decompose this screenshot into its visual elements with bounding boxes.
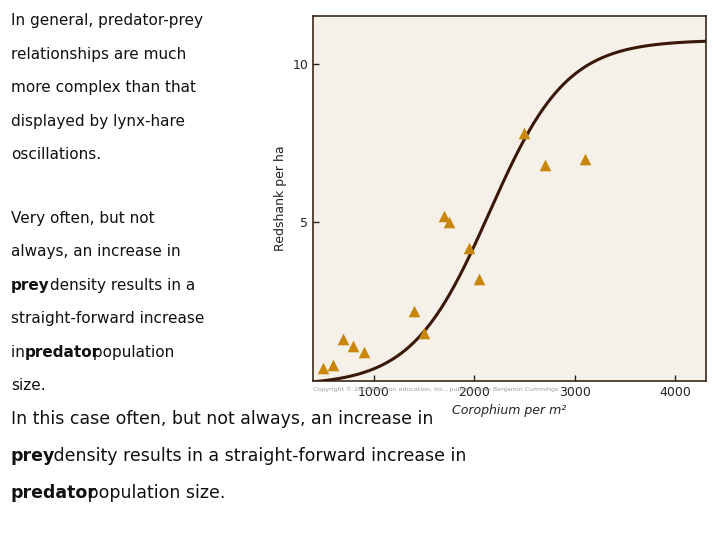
Text: more complex than that: more complex than that bbox=[11, 80, 196, 96]
Text: Very often, but not: Very often, but not bbox=[11, 211, 154, 226]
Text: Copyright © 2000 Pearson education, Inc., publishing as Benjamin Cummings: Copyright © 2000 Pearson education, Inc.… bbox=[313, 386, 559, 391]
Point bbox=[318, 364, 329, 373]
Text: prey: prey bbox=[11, 278, 50, 293]
Text: population size.: population size. bbox=[82, 484, 225, 502]
Text: In this case often, but not always, an increase in: In this case often, but not always, an i… bbox=[11, 410, 433, 428]
Point bbox=[408, 307, 420, 315]
Point bbox=[358, 348, 369, 356]
Point bbox=[474, 275, 485, 284]
Text: straight-forward increase: straight-forward increase bbox=[11, 311, 204, 326]
Point bbox=[348, 341, 359, 350]
Text: predator: predator bbox=[25, 345, 100, 360]
Text: in: in bbox=[11, 345, 30, 360]
Text: displayed by lynx-hare: displayed by lynx-hare bbox=[11, 114, 185, 129]
Text: prey: prey bbox=[11, 447, 55, 465]
Point bbox=[539, 161, 550, 170]
Text: density results in a: density results in a bbox=[45, 278, 196, 293]
Point bbox=[438, 212, 450, 220]
Text: In general, predator-prey: In general, predator-prey bbox=[11, 14, 203, 29]
Point bbox=[418, 329, 430, 338]
X-axis label: Corophium per m²: Corophium per m² bbox=[452, 404, 567, 417]
Point bbox=[338, 335, 349, 344]
Text: always, an increase in: always, an increase in bbox=[11, 244, 181, 259]
Y-axis label: Redshank per ha: Redshank per ha bbox=[274, 146, 287, 251]
Point bbox=[579, 154, 590, 163]
Text: relationships are much: relationships are much bbox=[11, 47, 186, 62]
Point bbox=[518, 129, 530, 138]
Text: oscillations.: oscillations. bbox=[11, 147, 101, 163]
Point bbox=[328, 361, 339, 369]
Text: population: population bbox=[88, 345, 174, 360]
Point bbox=[444, 218, 455, 227]
Text: predator: predator bbox=[11, 484, 96, 502]
Point bbox=[464, 243, 475, 252]
Text: size.: size. bbox=[11, 378, 45, 393]
Text: density results in a straight-forward increase in: density results in a straight-forward in… bbox=[48, 447, 467, 465]
